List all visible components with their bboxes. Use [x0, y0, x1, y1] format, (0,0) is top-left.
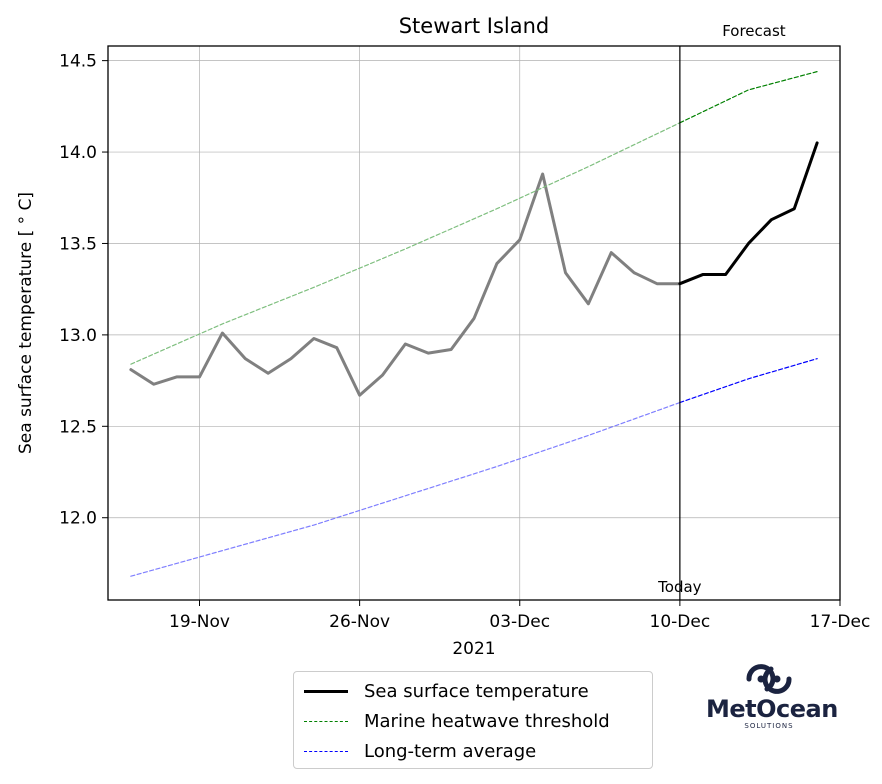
legend-label-threshold: Marine heatwave threshold	[364, 710, 610, 732]
marine-heatwave-threshold-forecast-line	[679, 70, 818, 124]
y-tick-label: 13.5	[59, 234, 97, 254]
y-axis-ticks: 12.0 12.5 13.0 13.5 14.0 14.5	[59, 52, 108, 529]
x-tick-label: 26-Nov	[329, 612, 390, 632]
plot-frame	[107, 45, 841, 601]
grid	[108, 46, 841, 600]
legend-swatch-threshold	[304, 720, 348, 722]
legend-label-average: Long-term average	[364, 740, 537, 762]
forecast-label: Forecast	[722, 22, 786, 40]
legend-item-threshold: Marine heatwave threshold	[304, 706, 610, 736]
y-tick-label: 12.5	[59, 417, 97, 437]
legend-item-sst: Sea surface temperature	[304, 676, 589, 706]
sea-surface-temperature-observed-line	[129, 172, 682, 397]
y-tick-label: 14.5	[59, 52, 97, 72]
legend-swatch-average	[304, 750, 348, 752]
legend: Sea surface temperature Marine heatwave …	[293, 671, 653, 769]
x-axis-label: 2021	[452, 639, 495, 659]
x-tick-label: 10-Dec	[650, 612, 711, 632]
chart-title: Stewart Island	[399, 14, 550, 38]
y-tick-label: 12.0	[59, 509, 97, 529]
logo-name: MetOcean	[706, 695, 838, 723]
x-tick-label: 19-Nov	[169, 612, 230, 632]
today-label: Today	[657, 578, 702, 596]
series-layer	[129, 70, 819, 577]
legend-item-average: Long-term average	[304, 736, 536, 766]
metocean-logo-icon	[746, 664, 792, 694]
sea-surface-temperature-forecast-line	[678, 141, 819, 286]
long-term-average-forecast-line	[679, 358, 818, 404]
long-term-average-observed-line	[130, 401, 681, 577]
y-axis-label: Sea surface temperature [ ° C]	[16, 192, 36, 454]
legend-swatch-sst	[304, 689, 348, 693]
x-axis-ticks: 19-Nov 26-Nov 03-Dec 10-Dec 17-Dec	[169, 600, 870, 632]
legend-label-sst: Sea surface temperature	[364, 680, 589, 702]
marine-heatwave-threshold-observed-line	[130, 122, 681, 365]
x-tick-label: 03-Dec	[489, 612, 550, 632]
y-tick-label: 13.0	[59, 326, 97, 346]
logo-subtitle: SOLUTIONS	[744, 722, 794, 730]
metocean-logo: MetOcean SOLUTIONS	[706, 662, 838, 738]
y-tick-label: 14.0	[59, 143, 97, 163]
x-tick-label: 17-Dec	[810, 612, 871, 632]
